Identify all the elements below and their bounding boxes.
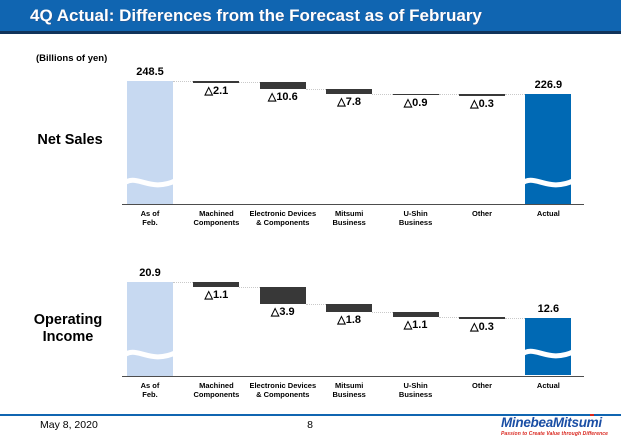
category-label-line: Actual <box>536 209 560 218</box>
value-label-start: 20.9 <box>139 267 161 279</box>
category-label-line: Electronic Devices <box>249 380 317 390</box>
bar-electronic-devices-components <box>259 286 306 305</box>
category-label-line: Business <box>398 218 433 228</box>
delta-label: △0.9 <box>403 97 428 110</box>
delta-label: △1.1 <box>204 288 229 301</box>
delta-label: △0.3 <box>470 97 494 110</box>
category-label-electronic-devices-components: Electronic Devices & Components <box>243 381 323 400</box>
category-label-line: & Components <box>256 389 310 399</box>
footer-divider-accent <box>590 414 594 416</box>
bar-other <box>459 317 505 319</box>
footer-divider <box>0 414 621 416</box>
logo-tagline: Passion to Create Value through Differen… <box>500 430 608 437</box>
category-label-u-shin-business: U-Shin Business <box>376 209 456 228</box>
category-label-other: Other <box>442 209 522 218</box>
footer-date: May 8, 2020 <box>40 419 98 431</box>
category-label-line: Business <box>398 389 433 399</box>
value-label-actual: 226.9 <box>534 79 563 92</box>
net-sales-label: Net Sales <box>37 132 103 148</box>
category-label-mitsumi-business: Mitsumi Business <box>309 381 389 400</box>
delta-label: △2.1 <box>204 84 229 97</box>
delta-label: △10.6 <box>267 90 298 103</box>
category-label-line: As of <box>140 209 160 218</box>
wavy-break-icon <box>121 177 179 188</box>
category-label-as-of-feb: As of Feb. <box>110 381 190 400</box>
bar-mitsumi-business <box>326 88 373 94</box>
category-label-actual: Actual <box>508 209 588 218</box>
delta-label: △7.8 <box>337 95 362 108</box>
operating-income-label: Operating Income <box>33 312 103 346</box>
category-label-line: Electronic Devices <box>249 209 317 218</box>
units-label: (Billions of yen) <box>36 53 108 64</box>
category-label-other: Other <box>442 381 522 390</box>
delta-label: △3.9 <box>270 306 295 319</box>
category-label-line: & Components <box>256 218 310 228</box>
bar-u-shin-business <box>392 312 439 318</box>
slide-header: 4Q Actual: Differences from the Forecast… <box>0 0 621 34</box>
category-label-line: U-Shin <box>403 380 428 390</box>
axis-line <box>122 375 584 377</box>
bar-other <box>459 94 505 96</box>
bar-as-of-feb <box>121 81 179 204</box>
category-label-line: Mitsumi <box>335 209 364 218</box>
category-label-actual: Actual <box>508 381 588 390</box>
axis-line <box>122 204 584 205</box>
category-label-line: Components <box>193 389 240 399</box>
page-number: 8 <box>307 419 313 431</box>
bar-u-shin-business <box>392 93 439 96</box>
delta-label: △1.8 <box>337 314 362 327</box>
bar-actual <box>519 94 577 204</box>
category-label-line: Feb. <box>142 218 158 228</box>
logo-text: MinebeaMitsumi <box>500 415 602 430</box>
slide-title: 4Q Actual: Differences from the Forecast… <box>30 6 482 25</box>
category-label-u-shin-business: U-Shin Business <box>376 381 456 400</box>
bar-machined-components <box>193 282 240 287</box>
category-label-machined-components: Machined Components <box>176 381 256 400</box>
wavy-break-icon <box>519 349 577 359</box>
bar-as-of-feb <box>121 282 179 376</box>
category-label-electronic-devices-components: Electronic Devices & Components <box>243 209 323 228</box>
category-label-mitsumi-business: Mitsumi Business <box>309 209 389 228</box>
category-label-line: Machined <box>199 209 234 218</box>
company-logo: MinebeaMitsumi Passion to Create Value t… <box>501 416 608 437</box>
value-label-actual: 12.6 <box>537 303 560 316</box>
wavy-break-icon <box>519 177 577 188</box>
category-label-line: Components <box>193 218 240 228</box>
category-label-machined-components: Machined Components <box>176 209 256 228</box>
wavy-break-icon <box>121 349 179 359</box>
bar-actual <box>519 318 577 376</box>
category-label-line: Mitsumi <box>335 380 364 390</box>
category-label-line: Business <box>332 218 366 228</box>
category-label-line: Business <box>332 389 366 399</box>
bar-mitsumi-business <box>326 304 373 313</box>
category-label-as-of-feb: As of Feb. <box>110 209 190 228</box>
value-label-start: 248.5 <box>136 66 164 78</box>
delta-label: △0.3 <box>470 320 494 333</box>
category-label-line: As of <box>140 380 160 390</box>
category-label-line: U-Shin <box>403 209 428 218</box>
category-label-line: Other <box>471 380 492 390</box>
delta-label: △1.1 <box>403 319 428 332</box>
category-label-line: Other <box>471 209 492 218</box>
category-label-line: Machined <box>199 380 234 390</box>
bar-electronic-devices-components <box>259 82 306 89</box>
bar-machined-components <box>193 81 240 83</box>
category-label-line: Actual <box>536 380 560 390</box>
category-label-line: Feb. <box>142 389 158 399</box>
